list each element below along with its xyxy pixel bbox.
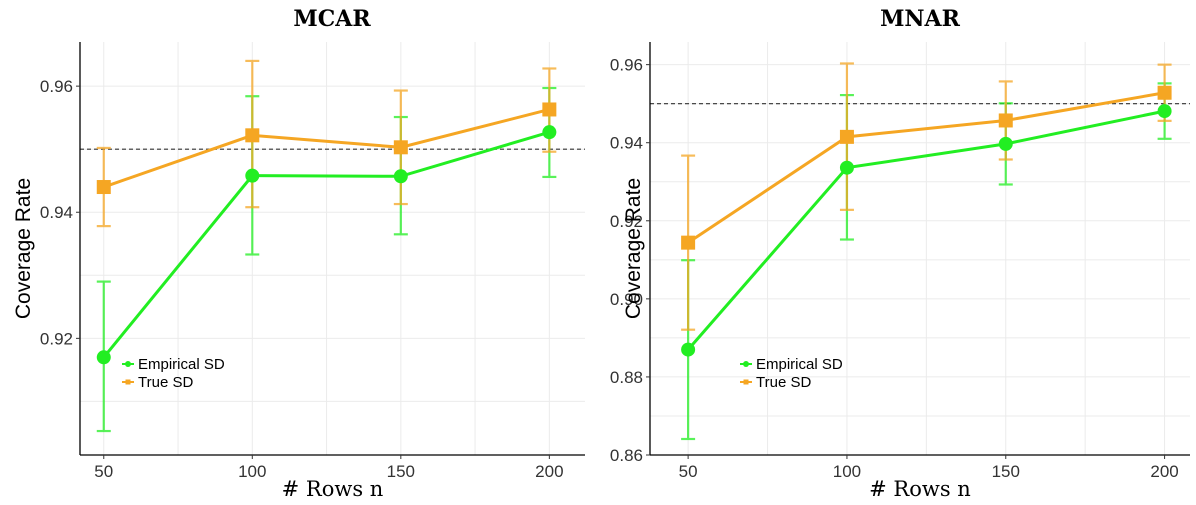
data-point [245, 128, 260, 143]
x-tick-label: 50 [94, 462, 113, 481]
data-point [839, 160, 854, 175]
y-tick-label: 0.92 [610, 212, 643, 231]
x-tick-label: 50 [679, 462, 698, 481]
data-point [1157, 104, 1172, 119]
y-tick-label: 0.88 [610, 368, 643, 387]
y-tick-label: 0.94 [610, 134, 643, 153]
data-point [681, 342, 696, 357]
y-tick-label: 0.90 [610, 290, 643, 309]
data-point [393, 140, 408, 155]
legend-label: Empirical SD [756, 356, 843, 373]
data-point [542, 125, 557, 140]
data-point [1157, 85, 1172, 100]
data-point [96, 350, 111, 365]
series-line [103, 108, 550, 189]
legend-marker [125, 379, 131, 385]
x-tick-label: 150 [992, 462, 1020, 481]
grid [80, 42, 585, 455]
series-line [102, 130, 550, 359]
data-point [681, 235, 696, 250]
x-tick-label: 100 [833, 462, 861, 481]
x-tick-label: 200 [1150, 462, 1178, 481]
x-axis-label: # Rows n [282, 477, 384, 501]
x-axis-label: # Rows n [869, 477, 971, 501]
chart-title: MNAR [880, 6, 961, 32]
legend-marker [743, 379, 749, 385]
y-axis-label: Coverage Rate [622, 178, 645, 319]
data-point [998, 136, 1013, 151]
x-tick-label: 100 [238, 462, 266, 481]
y-tick-label: 0.92 [40, 329, 73, 348]
y-tick-label: 0.94 [40, 203, 73, 222]
legend-marker [125, 361, 131, 367]
y-tick-label: 0.96 [610, 56, 643, 75]
legend-label: True SD [138, 374, 193, 391]
panel-mnar: 0.86 0.88 0.90 0.92 0.94 0.96 50 100 150 200 MNAR #… [610, 6, 1190, 501]
panel-mcar: 0.92 0.94 0.96 50 100 150 200 MCAR # Rows n Cover… [12, 6, 585, 501]
data-point [393, 169, 408, 184]
series-line [687, 91, 1165, 244]
y-tick-label: 0.96 [40, 77, 73, 96]
x-tick-label: 150 [387, 462, 415, 481]
series-line [686, 109, 1165, 351]
data-point [542, 102, 557, 117]
y-tick-label: 0.86 [610, 446, 643, 465]
chart-title: MCAR [293, 6, 371, 32]
data-point [839, 129, 854, 144]
data-point [245, 168, 260, 183]
data-point [96, 180, 111, 195]
legend-marker [743, 361, 749, 367]
data-point [998, 113, 1013, 128]
legend-label: Empirical SD [138, 356, 225, 373]
x-tick-label: 200 [535, 462, 563, 481]
y-axis-label: Coverage Rate [12, 178, 35, 319]
legend-label: True SD [756, 374, 811, 391]
